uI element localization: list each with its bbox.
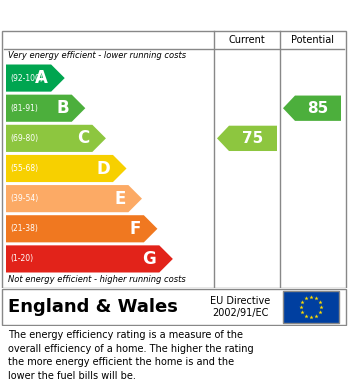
Polygon shape <box>6 155 127 182</box>
Polygon shape <box>6 95 85 122</box>
Text: G: G <box>143 250 156 268</box>
Text: (39-54): (39-54) <box>10 194 38 203</box>
Polygon shape <box>283 95 341 121</box>
Text: F: F <box>129 220 141 238</box>
Text: 75: 75 <box>242 131 264 146</box>
Text: (21-38): (21-38) <box>10 224 38 233</box>
Text: (1-20): (1-20) <box>10 255 33 264</box>
Text: EU Directive
2002/91/EC: EU Directive 2002/91/EC <box>210 296 270 318</box>
Polygon shape <box>6 215 157 242</box>
Polygon shape <box>6 65 65 91</box>
Bar <box>283 291 339 323</box>
Text: A: A <box>35 69 48 87</box>
Text: (55-68): (55-68) <box>10 164 38 173</box>
Text: (69-80): (69-80) <box>10 134 38 143</box>
Polygon shape <box>6 125 106 152</box>
Text: E: E <box>114 190 125 208</box>
Polygon shape <box>217 126 277 151</box>
Text: B: B <box>56 99 69 117</box>
Text: Very energy efficient - lower running costs: Very energy efficient - lower running co… <box>8 51 186 60</box>
Text: Potential: Potential <box>291 35 333 45</box>
Text: (92-100): (92-100) <box>10 74 43 83</box>
Text: Energy Efficiency Rating: Energy Efficiency Rating <box>8 7 218 23</box>
Text: Not energy efficient - higher running costs: Not energy efficient - higher running co… <box>8 275 186 284</box>
Text: 85: 85 <box>307 101 329 116</box>
Text: England & Wales: England & Wales <box>8 298 178 316</box>
Text: (81-91): (81-91) <box>10 104 38 113</box>
Polygon shape <box>6 246 173 273</box>
Text: C: C <box>77 129 89 147</box>
Text: The energy efficiency rating is a measure of the
overall efficiency of a home. T: The energy efficiency rating is a measur… <box>8 330 254 381</box>
Text: Current: Current <box>229 35 266 45</box>
Text: D: D <box>96 160 110 178</box>
Polygon shape <box>6 185 142 212</box>
